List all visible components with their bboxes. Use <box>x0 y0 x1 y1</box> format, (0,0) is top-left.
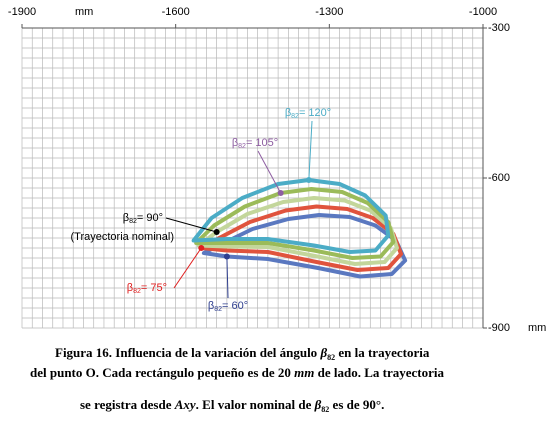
leader-line <box>257 150 282 194</box>
label-sub: 82 <box>214 306 222 313</box>
label-note: (Trayectoria nominal) <box>70 231 174 243</box>
series-label: β82= 60° <box>208 300 248 313</box>
label-symbol: β <box>208 300 214 312</box>
label-symbol: β <box>127 282 133 294</box>
caption-text: Figura 16. Influencia de la variación de… <box>55 345 320 360</box>
label-sub: 82 <box>129 218 137 225</box>
caption-symbol: β <box>314 397 322 412</box>
marker <box>198 245 205 251</box>
label-text: = 120° <box>299 107 331 119</box>
series-label: β82= 105° <box>232 137 278 150</box>
leader-line <box>165 217 217 233</box>
leader-line <box>173 247 202 289</box>
label-symbol: β <box>232 137 238 149</box>
label-symbol: β <box>123 212 129 224</box>
caption-sub: 82 <box>327 353 335 362</box>
label-symbol: β <box>285 107 291 119</box>
caption-text: mm <box>294 365 314 380</box>
caption-text: del punto O. Cada rectángulo pequeño es … <box>30 365 294 380</box>
x-tick-label: -1900 <box>8 6 36 18</box>
label-sub: 82 <box>291 113 299 120</box>
y-tick-label: -600 <box>488 172 510 184</box>
annotations: β82= 120°β82= 105°β82= 90°(Trayectoria n… <box>70 107 331 313</box>
marker <box>277 190 284 196</box>
caption-sub: 82 <box>321 405 329 414</box>
series-label: β82= 75° <box>127 282 167 295</box>
caption-text: . El valor nominal de <box>196 397 315 412</box>
label-text: = 75° <box>141 282 167 294</box>
x-tick-label: -1300 <box>315 6 343 18</box>
caption-line: del punto O. Cada rectángulo pequeño es … <box>30 365 444 380</box>
label-text: = 60° <box>222 300 248 312</box>
marker <box>305 177 312 183</box>
caption-line: Figura 16. Influencia de la variación de… <box>55 345 430 362</box>
leader-line <box>226 256 229 299</box>
caption-text: es de 90°. <box>329 397 384 412</box>
label-text: = 90° <box>137 212 163 224</box>
label-sub: 82 <box>238 143 246 150</box>
y-tick-label: -900 <box>488 322 510 334</box>
label-text: = 105° <box>246 137 278 149</box>
x-unit: mm <box>75 6 93 18</box>
caption-text: en la trayectoria <box>335 345 430 360</box>
y-tick-label: -300 <box>488 22 510 34</box>
series-label: β82= 120° <box>285 107 331 120</box>
x-tick-label: -1000 <box>469 6 497 18</box>
caption-text: Axy <box>174 397 196 412</box>
marker <box>213 229 220 235</box>
caption-text: se registra desde <box>80 397 175 412</box>
curves <box>191 178 408 279</box>
caption-symbol: β <box>319 345 327 360</box>
label-sub: 82 <box>133 288 141 295</box>
marker <box>223 253 230 260</box>
x-tick-label: -1600 <box>162 6 190 18</box>
caption-line: se registra desde Axy. El valor nominal … <box>80 397 384 414</box>
caption-text: de lado. La trayectoria <box>314 365 444 380</box>
series-label: β82= 90° <box>123 212 163 225</box>
leader-line <box>308 120 313 181</box>
grid: -1900 -1600 -1300 -1000 -300 -600 -900 <box>8 6 510 334</box>
trajectory <box>191 178 391 254</box>
y-unit: mm <box>528 322 546 334</box>
